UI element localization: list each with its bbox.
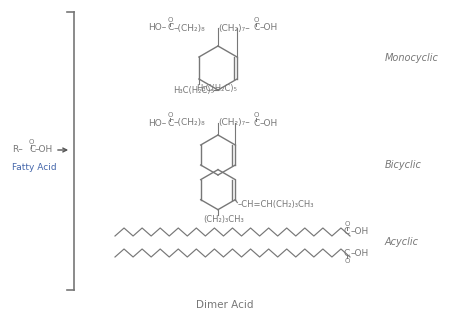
Text: O: O	[344, 258, 350, 264]
Text: C: C	[344, 227, 350, 237]
Text: C: C	[344, 248, 350, 258]
Text: Bicyclic: Bicyclic	[385, 160, 422, 170]
Text: –(CH₂)₈: –(CH₂)₈	[174, 24, 206, 32]
Text: O: O	[344, 221, 350, 227]
Text: C: C	[254, 119, 260, 128]
Text: O: O	[253, 17, 259, 23]
Text: O: O	[253, 112, 259, 118]
Text: (CH₂)₇–: (CH₂)₇–	[218, 24, 250, 32]
Text: O: O	[167, 112, 173, 118]
Text: Dimer Acid: Dimer Acid	[196, 300, 254, 310]
Text: –OH: –OH	[351, 227, 369, 237]
Text: C: C	[29, 146, 35, 155]
Text: C: C	[254, 24, 260, 32]
Text: HO–: HO–	[148, 119, 166, 128]
Text: –OH: –OH	[260, 24, 278, 32]
Text: Monocyclic: Monocyclic	[385, 53, 439, 63]
Text: C: C	[168, 24, 174, 32]
Text: O: O	[28, 139, 34, 145]
Text: HO–: HO–	[148, 24, 166, 32]
Text: –(CH₂)₈: –(CH₂)₈	[174, 119, 206, 128]
Text: O: O	[167, 17, 173, 23]
Text: (CH₂)₇–: (CH₂)₇–	[218, 119, 250, 128]
Text: –OH: –OH	[35, 146, 53, 155]
Text: –OH: –OH	[351, 248, 369, 258]
Text: (CH₂)₃CH₃: (CH₂)₃CH₃	[203, 215, 244, 224]
Text: –OH: –OH	[260, 119, 278, 128]
Text: R–: R–	[12, 146, 23, 155]
Text: H₃C(H₂C)₅: H₃C(H₂C)₅	[196, 84, 237, 93]
Text: Fatty Acid: Fatty Acid	[12, 163, 57, 172]
Text: H₃C(H₂C)₅–: H₃C(H₂C)₅–	[173, 86, 218, 94]
Text: C: C	[168, 119, 174, 128]
Text: Acyclic: Acyclic	[385, 237, 419, 247]
Text: –CH=CH(CH₂)₃CH₃: –CH=CH(CH₂)₃CH₃	[237, 200, 314, 209]
